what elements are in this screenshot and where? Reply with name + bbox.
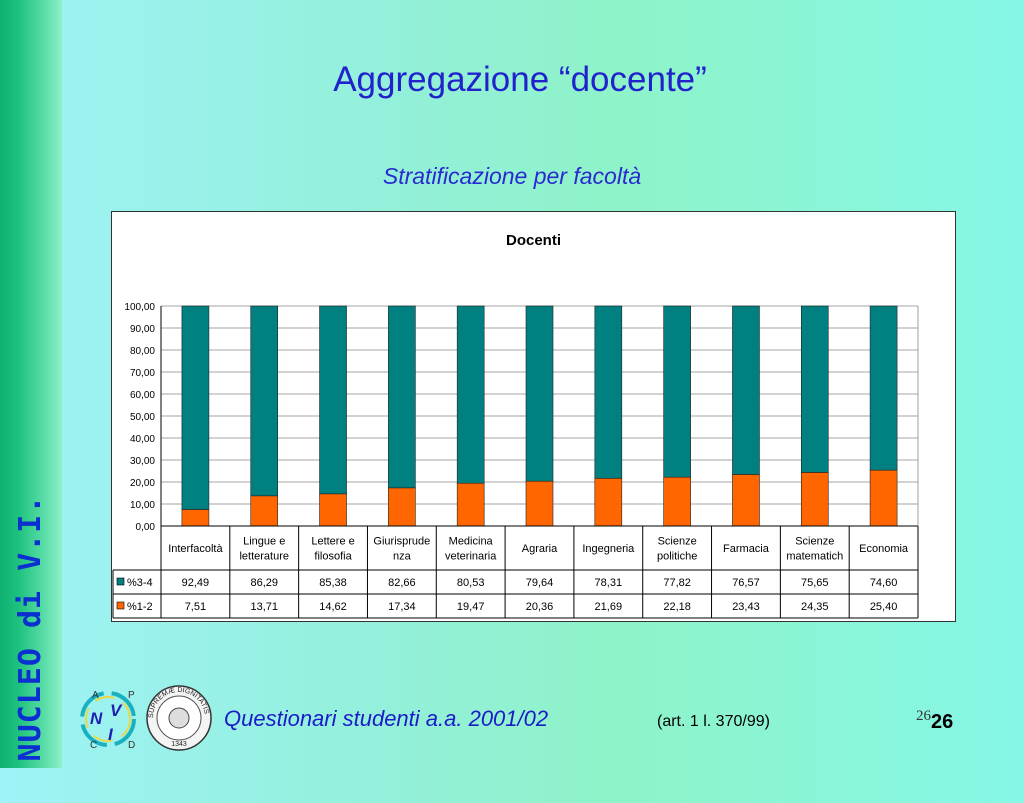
data-label: 76,57 xyxy=(732,577,760,589)
svg-text:A: A xyxy=(92,690,99,701)
category-label: filosofia xyxy=(314,551,352,563)
bar-segment-12 xyxy=(732,474,760,527)
left-accent-bar xyxy=(0,0,62,768)
footer-law-reference: (art. 1 l. 370/99) xyxy=(657,713,770,730)
data-label: 7,51 xyxy=(185,601,206,613)
nvi-logo: A P N V I C D xyxy=(70,686,160,752)
data-label: 80,53 xyxy=(457,577,485,589)
bar-segment-34 xyxy=(319,305,347,495)
bar-segment-12 xyxy=(525,480,554,527)
data-label: 77,82 xyxy=(663,577,691,589)
bar-segment-34 xyxy=(525,305,554,482)
side-label: NUCLEO di V.I. xyxy=(13,494,48,762)
chart-title: Docenti xyxy=(505,232,561,249)
data-label: 86,29 xyxy=(250,577,278,589)
bar-segment-12 xyxy=(800,472,829,527)
legend-swatch xyxy=(116,601,125,610)
category-label: Ingegneria xyxy=(582,543,635,555)
data-label: 22,18 xyxy=(663,601,691,613)
category-label: Farmacia xyxy=(723,543,770,555)
bar-segment-12 xyxy=(869,469,898,527)
bar-segment-12 xyxy=(181,509,210,527)
data-label: 24,35 xyxy=(801,601,829,613)
category-label: letterature xyxy=(239,551,289,563)
data-label: 85,38 xyxy=(319,577,347,589)
bar-segment-12 xyxy=(388,487,416,527)
category-label: politiche xyxy=(657,551,697,563)
y-tick-label: 90,00 xyxy=(130,324,155,335)
category-label: Scienze xyxy=(795,536,834,548)
svg-text:C: C xyxy=(90,740,97,751)
data-label: 79,64 xyxy=(526,577,554,589)
legend-label: %3-4 xyxy=(127,577,153,589)
svg-text:1343: 1343 xyxy=(171,741,187,748)
data-label: 25,40 xyxy=(870,601,898,613)
y-tick-label: 0,00 xyxy=(136,522,156,533)
data-label: 78,31 xyxy=(595,577,623,589)
legend-label: %1-2 xyxy=(127,601,153,613)
svg-text:I: I xyxy=(108,725,114,744)
data-label: 19,47 xyxy=(457,601,485,613)
data-label: 82,66 xyxy=(388,577,416,589)
bar-chart: 0,00 10,00 20,00 30,00 40,00 50,00 60,00 70,00 8… xyxy=(112,302,919,619)
bar-segment-34 xyxy=(663,305,691,478)
bar-segment-34 xyxy=(800,305,829,473)
category-label: Giurisprude xyxy=(373,536,430,548)
category-label: Lettere e xyxy=(311,536,354,548)
svg-text:D: D xyxy=(128,740,135,751)
y-tick-label: 60,00 xyxy=(130,390,155,401)
bar-segment-34 xyxy=(456,305,485,484)
y-tick-label: 50,00 xyxy=(130,412,155,423)
data-label: 20,36 xyxy=(526,601,554,613)
data-label: 14,62 xyxy=(319,601,347,613)
data-label: 21,69 xyxy=(595,601,623,613)
category-label: Lingue e xyxy=(243,536,285,548)
bar-segment-34 xyxy=(181,305,210,510)
slide-number-small: 26 xyxy=(916,708,931,724)
slide-subtitle: Stratificazione per facoltà xyxy=(382,163,642,189)
data-label: 74,60 xyxy=(870,577,898,589)
page-number: 26 xyxy=(931,711,954,733)
data-label: 75,65 xyxy=(801,577,829,589)
svg-text:N: N xyxy=(90,709,103,728)
chart-area: Docenti 0,00 10,00 20,00 30,00 40,00 50,00 60,… xyxy=(111,211,956,622)
bar-segment-12 xyxy=(319,493,347,527)
footer-text: Questionari studenti a.a. 2001/02 xyxy=(224,706,549,731)
y-tick-label: 70,00 xyxy=(130,368,155,379)
y-tick-label: 30,00 xyxy=(130,456,155,467)
category-label: nza xyxy=(393,551,412,563)
bar-segment-34 xyxy=(869,305,898,471)
category-label: Agraria xyxy=(522,543,558,555)
bar-segment-34 xyxy=(594,305,623,479)
bar-segment-34 xyxy=(732,305,760,475)
category-label: veterinaria xyxy=(445,551,497,563)
category-label: Economia xyxy=(859,543,909,555)
bar-segment-34 xyxy=(250,305,279,497)
category-label: Medicina xyxy=(449,536,494,548)
bar-segment-12 xyxy=(250,495,279,527)
category-label: Interfacoltà xyxy=(168,543,223,555)
y-tick-label: 10,00 xyxy=(130,500,155,511)
data-label: 17,34 xyxy=(388,601,416,613)
bar-segment-12 xyxy=(663,476,691,527)
y-tick-label: 100,00 xyxy=(124,302,155,313)
y-tick-label: 80,00 xyxy=(130,346,155,357)
bar-segment-34 xyxy=(388,305,416,489)
university-seal: SUPREMÆ DIGNITATIS 1343 xyxy=(145,684,213,752)
bar-segment-12 xyxy=(456,482,485,527)
category-label: Scienze xyxy=(658,536,697,548)
svg-text:V: V xyxy=(110,701,123,720)
y-tick-label: 20,00 xyxy=(130,478,155,489)
category-label: matematich xyxy=(786,551,843,563)
data-label: 92,49 xyxy=(182,577,210,589)
y-tick-label: 40,00 xyxy=(130,434,155,445)
bar-segment-12 xyxy=(594,477,623,527)
legend-swatch xyxy=(116,577,125,586)
data-label: 13,71 xyxy=(250,601,278,613)
svg-text:P: P xyxy=(128,690,135,701)
data-label: 23,43 xyxy=(732,601,760,613)
slide-title: Aggregazione “docente” xyxy=(333,60,707,99)
